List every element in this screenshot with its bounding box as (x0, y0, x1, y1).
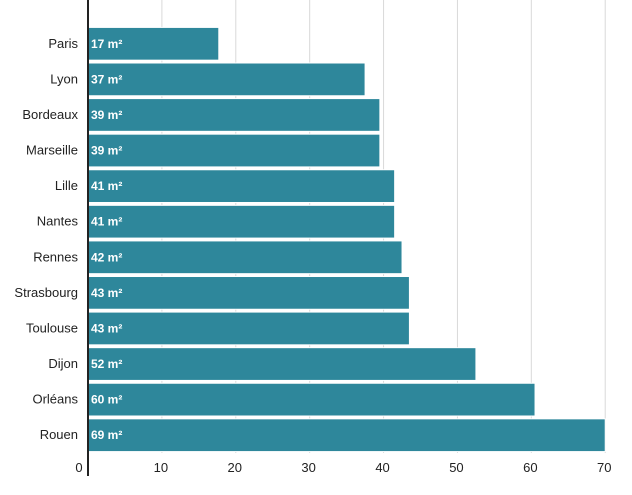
category-label: Lille (55, 178, 78, 193)
data-label: 41 m² (91, 215, 122, 229)
x-tick-label: 10 (154, 460, 168, 475)
data-label: 39 m² (91, 144, 122, 158)
x-axis-ticks: 0 10 20 30 40 50 60 70 (75, 460, 611, 475)
bar-1 (87, 62, 366, 97)
data-label: 37 m² (91, 72, 122, 86)
bar-5 (87, 204, 396, 239)
category-labels: Paris Lyon Bordeaux Marseille Lille Nantes Ren… (14, 36, 78, 442)
category-label: Bordeaux (22, 107, 78, 122)
data-label: 60 m² (91, 393, 122, 407)
bar-2 (87, 98, 381, 132)
category-label: Lyon (50, 71, 78, 86)
data-label: 17 m² (91, 37, 122, 51)
category-label: Paris (48, 36, 78, 51)
data-label: 42 m² (91, 250, 122, 264)
data-label: 43 m² (91, 321, 122, 335)
bars (87, 26, 606, 453)
x-tick-label: 30 (301, 460, 315, 475)
data-label: 39 m² (91, 108, 122, 122)
bar-10 (87, 382, 536, 417)
x-tick-label: 60 (523, 460, 537, 475)
bar-7 (87, 276, 410, 310)
bar-11 (87, 418, 606, 453)
x-tick-label: 40 (375, 460, 389, 475)
bar-9 (87, 347, 477, 381)
data-label: 43 m² (91, 286, 122, 300)
category-label: Dijon (48, 356, 78, 371)
bar-8 (87, 311, 410, 346)
category-label: Orléans (32, 392, 78, 407)
data-label: 52 m² (91, 357, 122, 371)
bar-4 (87, 169, 396, 203)
category-label: Nantes (37, 214, 79, 229)
bar-6 (87, 240, 403, 275)
data-label: 41 m² (91, 179, 122, 193)
x-tick-label: 70 (597, 460, 611, 475)
data-labels: 17 m² 37 m² 39 m² 39 m² 41 m² 41 m² 42 m² 43 m²… (91, 37, 122, 442)
x-tick-label: 0 (75, 460, 82, 475)
category-label: Strasbourg (14, 285, 78, 300)
category-label: Rouen (40, 427, 78, 442)
data-label: 69 m² (91, 428, 122, 442)
x-tick-label: 20 (228, 460, 242, 475)
category-label: Marseille (26, 143, 78, 158)
x-tick-label: 50 (449, 460, 463, 475)
category-label: Toulouse (26, 320, 78, 335)
bar-3 (87, 133, 381, 168)
category-label: Rennes (33, 249, 78, 264)
